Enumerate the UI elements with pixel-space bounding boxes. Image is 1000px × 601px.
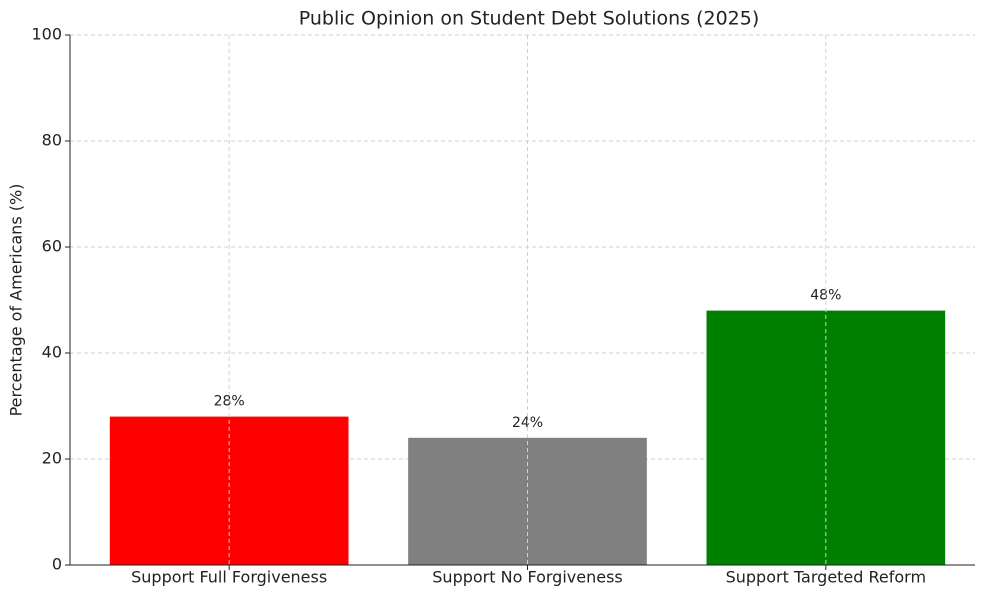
y-tick-label: 100 [31, 25, 62, 44]
y-axis-label: Percentage of Americans (%) [7, 184, 26, 417]
chart-title: Public Opinion on Student Debt Solutions… [299, 8, 760, 30]
y-tick-label: 40 [42, 343, 62, 362]
y-tick-label: 0 [52, 555, 62, 574]
y-tick-label: 20 [42, 449, 62, 468]
y-tick-label: 80 [42, 131, 62, 150]
y-tick-label: 60 [42, 237, 62, 256]
x-tick-label: Support Targeted Reform [726, 568, 926, 587]
x-tick-label: Support Full Forgiveness [131, 568, 327, 587]
x-tick-label: Support No Forgiveness [432, 568, 622, 587]
